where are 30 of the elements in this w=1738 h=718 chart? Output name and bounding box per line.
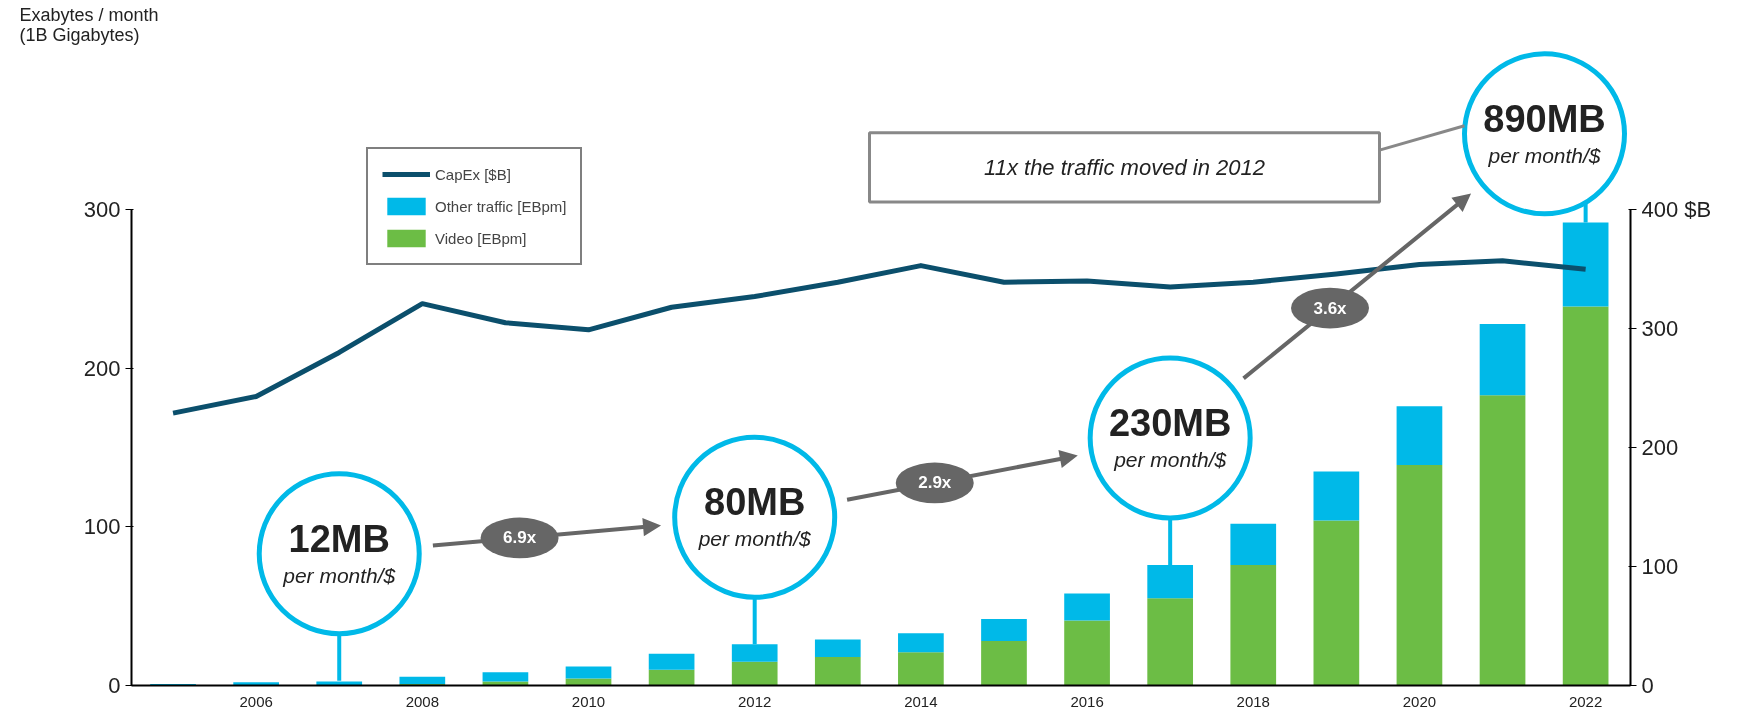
text: 11x the traffic moved in 2012 (984, 154, 1265, 180)
y-tick-label: 100 (83, 514, 121, 540)
y-tick-label: 300 (83, 197, 121, 223)
annotation: 12MB per month/$ (282, 517, 396, 587)
x-tick-label: 2010 (571, 692, 606, 710)
y2-tick-label: 300 (1641, 316, 1679, 342)
annotation: 3.6x (1313, 298, 1348, 318)
text: Exabytes / month (1B Gigabytes) (19, 4, 159, 45)
annotation: 230MB per month/$ (1108, 401, 1232, 471)
y-tick-label: 0 (108, 673, 121, 698)
y2-tick-label: 0 (1641, 673, 1654, 698)
x-tick-label: 2018 (1236, 692, 1270, 710)
x-tick-label: 2008 (405, 692, 440, 710)
y2-tick-label: 200 (1641, 435, 1679, 461)
x-tick-label: 2014 (904, 692, 938, 710)
y2-tick-label: 100 (1641, 554, 1679, 580)
x-tick-label: 2016 (1070, 692, 1104, 710)
x-tick-label: 2020 (1402, 692, 1437, 710)
legend-label: Other traffic [EBpm] (435, 197, 567, 215)
y2-tick-label: 400 $B (1641, 197, 1712, 223)
y-tick-label: 200 (83, 355, 121, 381)
annotation: 80MB per month/$ (697, 481, 812, 551)
annotation: 2.9x (918, 473, 952, 493)
x-tick-label: 2022 (1568, 692, 1603, 710)
legend-label: CapEx [$B] (435, 165, 512, 183)
x-tick-label: 2006 (239, 692, 273, 710)
annotation: 890MB per month/$ (1483, 97, 1606, 167)
x-tick-label: 2012 (738, 692, 772, 710)
legend-label: Video [EBpm] (435, 229, 528, 247)
annotation: 6.9x (503, 528, 537, 548)
